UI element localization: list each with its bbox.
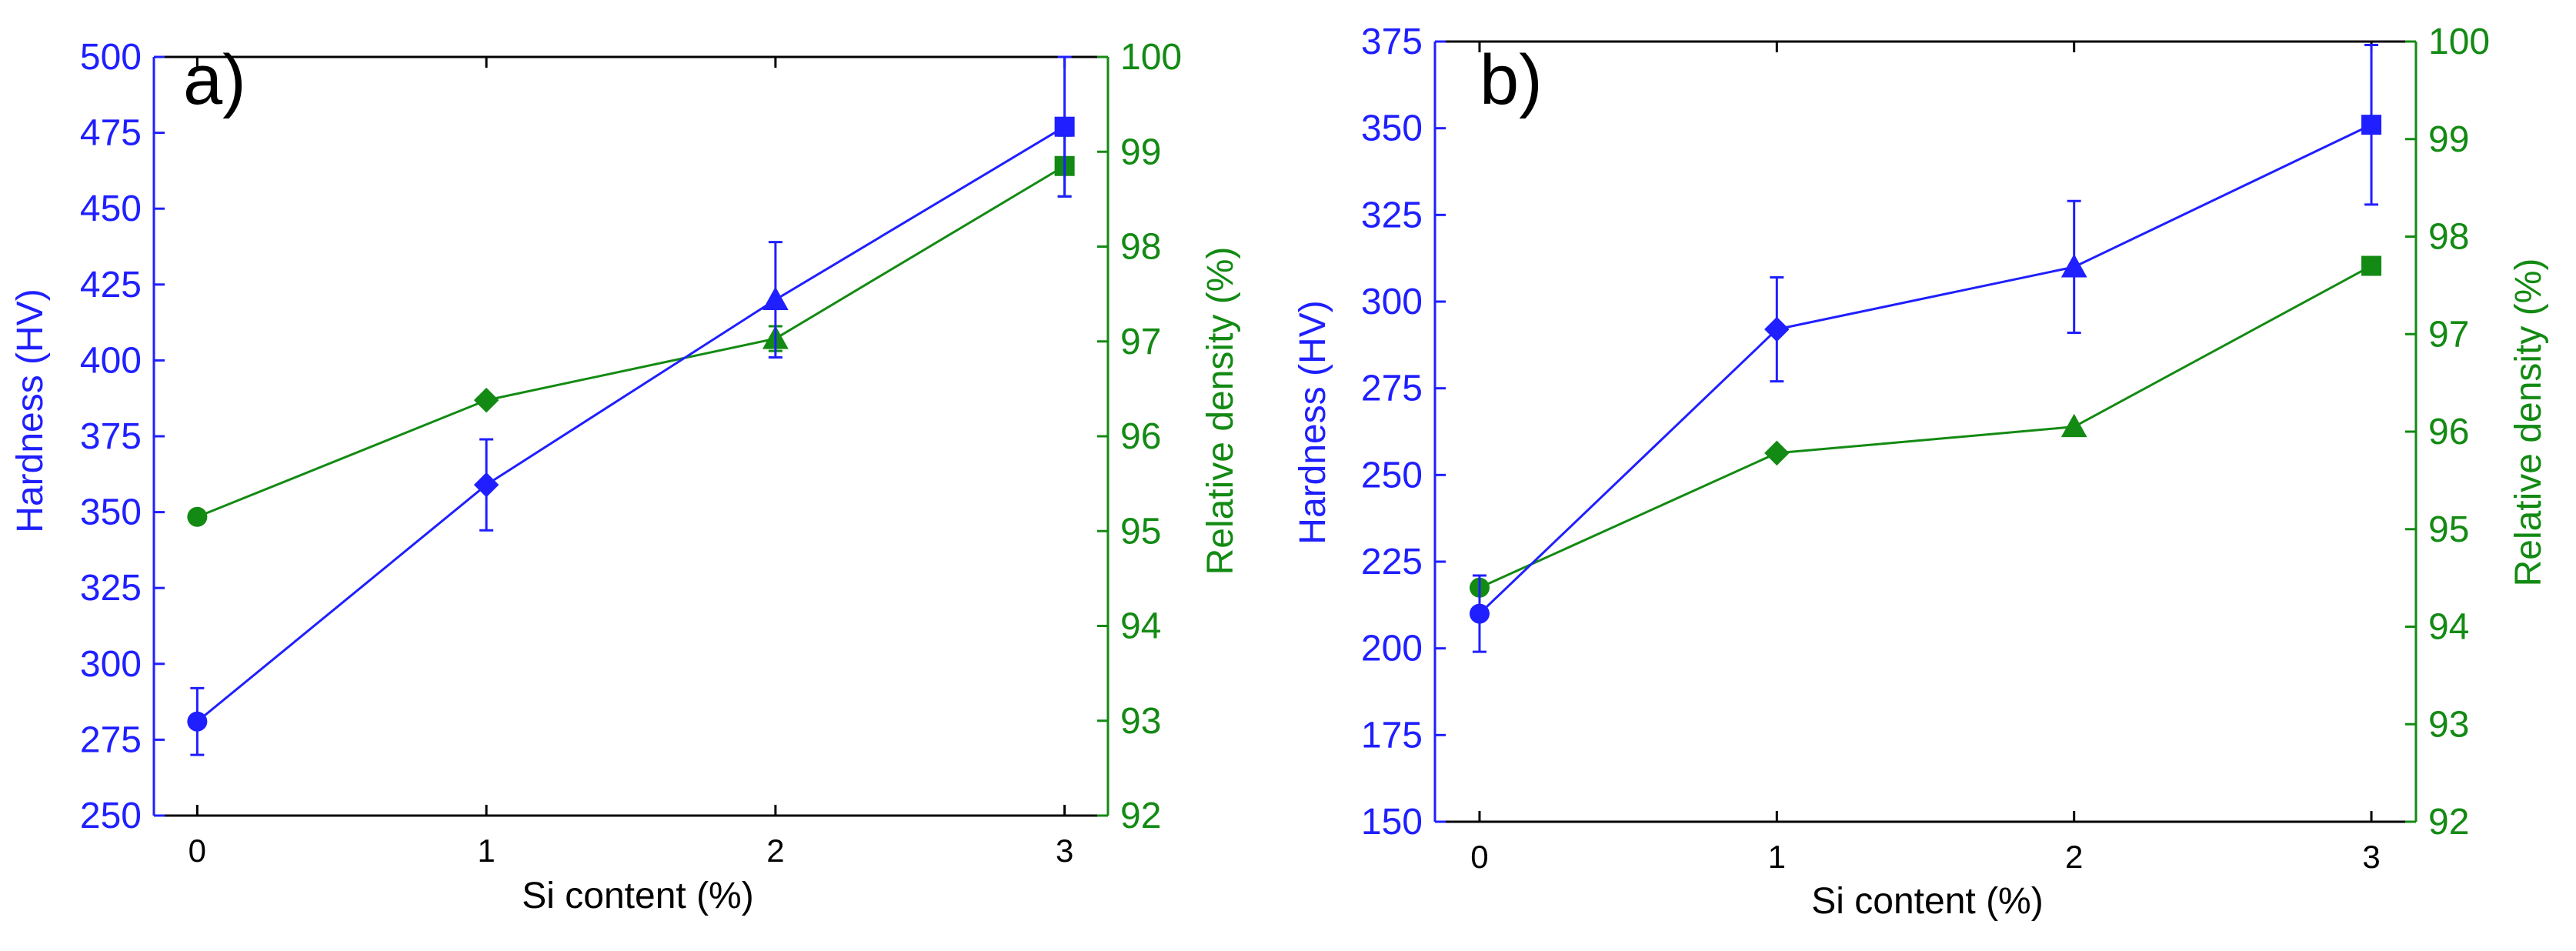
hardness-point-diamond <box>1764 316 1790 342</box>
panel-b-right-axis-title: Relative density (%) <box>2508 259 2549 587</box>
density-point-circle <box>187 506 208 527</box>
plot-area-b: 0 1 2 3 150 175 200 225 250 275 300 325 350 375 92 93 94… <box>1361 22 2490 875</box>
left-y-tick-label: 175 <box>1361 715 1423 756</box>
right-y-tick-label: 97 <box>2428 314 2469 355</box>
left-y-tick-label: 500 <box>80 37 142 78</box>
chart-panel-b: b) Si content (%) Hardness (HV) Relative… <box>1293 41 2549 922</box>
right-y-tick-label: 100 <box>1120 37 1182 78</box>
panel-a-x-axis-title: Si content (%) <box>522 876 753 916</box>
hardness-series-line <box>196 125 1066 722</box>
right-y-tick-label: 97 <box>1120 322 1161 362</box>
x-tick-label: 2 <box>2065 839 2083 875</box>
x-tick-label: 3 <box>1056 833 1073 869</box>
hardness-point-triangle <box>762 286 789 311</box>
density-point-triangle <box>2060 413 2087 438</box>
right-y-tick-label: 93 <box>2428 704 2469 745</box>
left-y-tick-label: 300 <box>1361 282 1423 322</box>
right-y-tick-label: 96 <box>1120 416 1161 457</box>
x-tick-label: 0 <box>1470 839 1488 875</box>
hardness-point-square <box>1054 116 1075 137</box>
x-tick-label: 3 <box>2362 839 2380 875</box>
hardness-point-triangle <box>2060 254 2087 278</box>
left-y-tick-label: 250 <box>1361 455 1423 496</box>
right-y-tick-label: 99 <box>1120 132 1161 172</box>
plot-area-a: 0 1 2 3 250 275 300 325 350 375 400 425 450 475 500 92 9… <box>80 37 1182 869</box>
right-y-tick-label: 98 <box>1120 227 1161 268</box>
hardness-point-circle <box>1469 603 1490 624</box>
left-y-tick-label: 375 <box>80 416 142 457</box>
density-point-square <box>2361 255 2382 276</box>
panel-a-right-axis-title: Relative density (%) <box>1200 247 1241 576</box>
left-y-tick-label: 300 <box>80 644 142 685</box>
x-tick-label: 0 <box>189 833 206 869</box>
right-y-tick-label: 99 <box>2428 119 2469 160</box>
x-tick-label: 1 <box>1768 839 1786 875</box>
left-y-tick-label: 275 <box>1361 369 1423 409</box>
right-y-tick-label: 93 <box>1120 701 1161 742</box>
right-y-tick-label: 95 <box>2428 509 2469 550</box>
left-y-tick-label: 450 <box>80 189 142 229</box>
left-y-tick-label: 225 <box>1361 542 1423 582</box>
left-y-tick-label: 200 <box>1361 629 1423 669</box>
left-y-tick-label: 425 <box>80 265 142 305</box>
left-y-tick-label: 350 <box>80 492 142 533</box>
density-series-line <box>1479 265 2372 589</box>
hardness-point-square <box>2361 115 2382 135</box>
left-y-tick-label: 250 <box>80 796 142 836</box>
left-y-tick-label: 325 <box>80 568 142 609</box>
hardness-point-diamond <box>473 472 499 498</box>
left-y-tick-label: 350 <box>1361 108 1423 149</box>
left-y-tick-label: 400 <box>80 340 142 381</box>
right-y-tick-label: 94 <box>2428 607 2469 648</box>
right-y-tick-label: 100 <box>2428 22 2490 62</box>
x-tick-label: 1 <box>477 833 495 869</box>
hardness-series-line <box>1478 123 2372 615</box>
panel-b-x-axis-title: Si content (%) <box>1811 881 2043 922</box>
right-y-tick-label: 92 <box>1120 796 1161 836</box>
hardness-point-circle <box>187 711 208 732</box>
density-series-line <box>196 165 1066 519</box>
right-y-tick-label: 95 <box>1120 511 1161 552</box>
left-y-tick-label: 150 <box>1361 802 1423 843</box>
right-y-tick-label: 94 <box>1120 606 1161 647</box>
right-y-tick-label: 98 <box>2428 217 2469 258</box>
density-point-diamond <box>473 387 499 413</box>
x-tick-label: 2 <box>766 833 784 869</box>
chart-panel-a: a) Si content (%) Hardness (HV) Relative… <box>10 41 1241 916</box>
left-y-tick-label: 325 <box>1361 195 1423 235</box>
density-point-diamond <box>1764 440 1790 466</box>
left-y-tick-label: 475 <box>80 113 142 154</box>
right-y-tick-label: 96 <box>2428 412 2469 452</box>
left-y-tick-label: 275 <box>80 719 142 760</box>
right-y-tick-label: 92 <box>2428 802 2469 843</box>
panel-b-left-axis-title: Hardness (HV) <box>1293 300 1333 544</box>
panel-a-left-axis-title: Hardness (HV) <box>10 289 51 532</box>
panel-b-label: b) <box>1480 41 1543 119</box>
panel-a-label: a) <box>183 41 246 119</box>
left-y-tick-label: 375 <box>1361 22 1423 62</box>
